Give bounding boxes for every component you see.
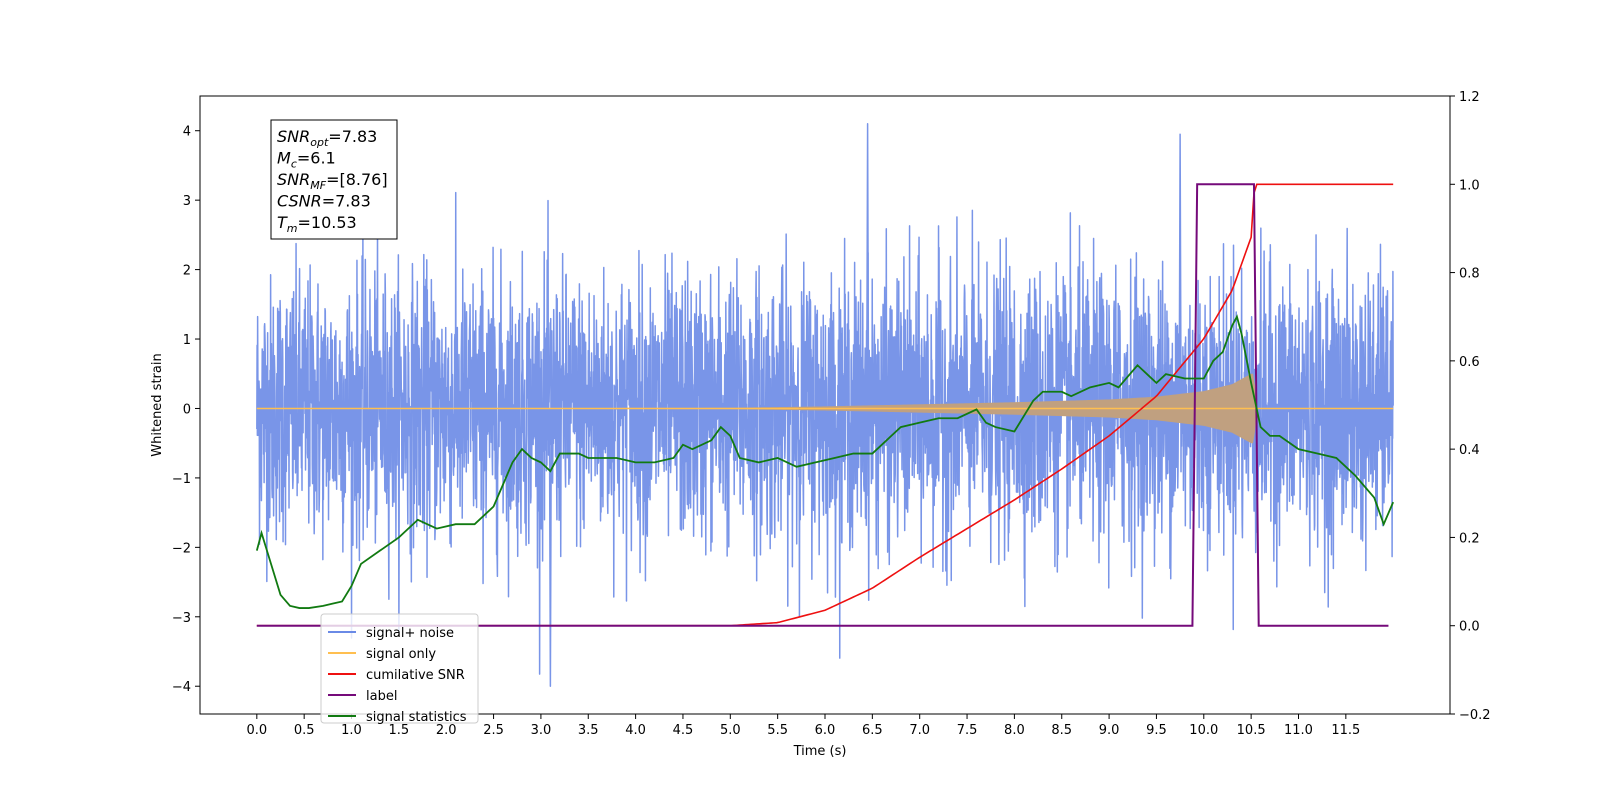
x-tick-label: 0.0 [246,723,267,738]
x-tick-label: 6.5 [862,723,883,738]
annotation-line: Tm=10.53 [277,213,357,235]
y-tick-label: −3 [172,611,191,626]
y2-tick-label: 1.0 [1459,178,1480,193]
legend-label: signal only [366,647,436,662]
x-tick-label: 11.0 [1284,723,1313,738]
legend: signal+ noise signal only cumilative SNR la… [320,613,479,725]
x-axis-label: Time (s) [793,744,847,759]
annotation-symbol: T [277,213,288,232]
annotation-subscript: MF [310,179,326,192]
annotation-symbol: SNR [277,170,310,189]
x-tick-label: 2.5 [483,723,504,738]
annotation-value: =7.83 [322,192,371,211]
signal-statistics-line [255,314,1395,609]
y2-tick-label: 0.6 [1459,355,1480,370]
annotation-value: =7.83 [328,127,377,146]
x-tick-label: 11.5 [1331,723,1360,738]
y2-tick-label: 0.4 [1459,443,1480,458]
y2-tick-label: −0.2 [1459,708,1491,723]
legend-label: signal+ noise [366,626,454,641]
y2-tick-label: 0.8 [1459,267,1480,282]
x-tick-label: 5.0 [720,723,741,738]
legend-frame [320,613,479,724]
legend-label: signal statistics [366,710,467,725]
x-tick-label: 8.0 [1004,723,1025,738]
label-line [256,183,1389,627]
x-tick-label: 7.5 [957,723,978,738]
y-tick-label: 0 [183,402,191,417]
annotation-line: SNRopt=7.83 [277,127,377,149]
y-tick-label: 4 [183,125,191,140]
annotation-symbol: SNR [277,127,310,146]
x-tick-label: 9.5 [1146,723,1167,738]
annotation-line: Mc=6.1 [277,149,336,171]
y-tick-label: 1 [183,333,191,348]
annotation-symbol: CSNR [277,192,322,211]
x-tick-label: 10.0 [1189,723,1218,738]
y-axis-label: Whitened strain [150,353,165,456]
legend-label: cumilative SNR [366,668,465,683]
annotation-subscript: m [287,222,298,235]
y-tick-label: 2 [183,264,191,279]
y-tick-label: −1 [172,472,191,487]
signal-noise-line [256,123,1394,687]
stats-annotation-box: SNRopt=7.83Mc=6.1SNRMF=[8.76]CSNR=7.83Tm… [270,119,398,240]
x-tick-label: 6.0 [815,723,836,738]
y-tick-label: −4 [172,680,191,695]
x-tick-label: 3.0 [531,723,552,738]
annotation-value: =10.53 [298,213,357,232]
x-axis: 0.0 0.5 1.0 1.5 2.0 2.5 3.0 3.5 4.0 4.5 5.0 5.5 6.0 6… [246,714,1360,738]
annotation-subscript: opt [310,136,329,149]
x-tick-label: 8.5 [1051,723,1072,738]
x-tick-label: 1.5 [389,723,410,738]
x-tick-label: 7.0 [909,723,930,738]
x-tick-label: 4.0 [625,723,646,738]
x-tick-label: 2.0 [436,723,457,738]
y-axis-right: −0.2 0.0 0.2 0.4 0.6 0.8 1.0 1.2 [1450,90,1491,723]
annotation-subscript: c [291,158,297,171]
x-tick-label: 3.5 [578,723,599,738]
x-tick-label: 0.5 [294,723,315,738]
y-axis-left: −4 −3 −2 −1 0 1 2 3 4 [172,125,200,695]
annotation-frame [270,119,398,240]
legend-label: label [366,689,397,704]
x-tick-label: 1.0 [341,723,362,738]
x-tick-label: 9.0 [1099,723,1120,738]
y-tick-label: 3 [183,194,191,209]
y-tick-label: −2 [172,541,191,556]
x-tick-label: 5.5 [767,723,788,738]
annotation-line: CSNR=7.83 [277,192,371,211]
y2-tick-label: 0.0 [1459,620,1480,635]
x-tick-label: 4.5 [673,723,694,738]
annotation-value: =6.1 [297,149,336,168]
y2-tick-label: 0.2 [1459,531,1480,546]
y2-tick-label: 1.2 [1459,90,1480,105]
x-tick-label: 10.5 [1237,723,1266,738]
annotation-value: =[8.76] [326,170,388,189]
annotation-symbol: M [277,149,291,168]
annotation-line: SNRMF=[8.76] [277,170,388,192]
